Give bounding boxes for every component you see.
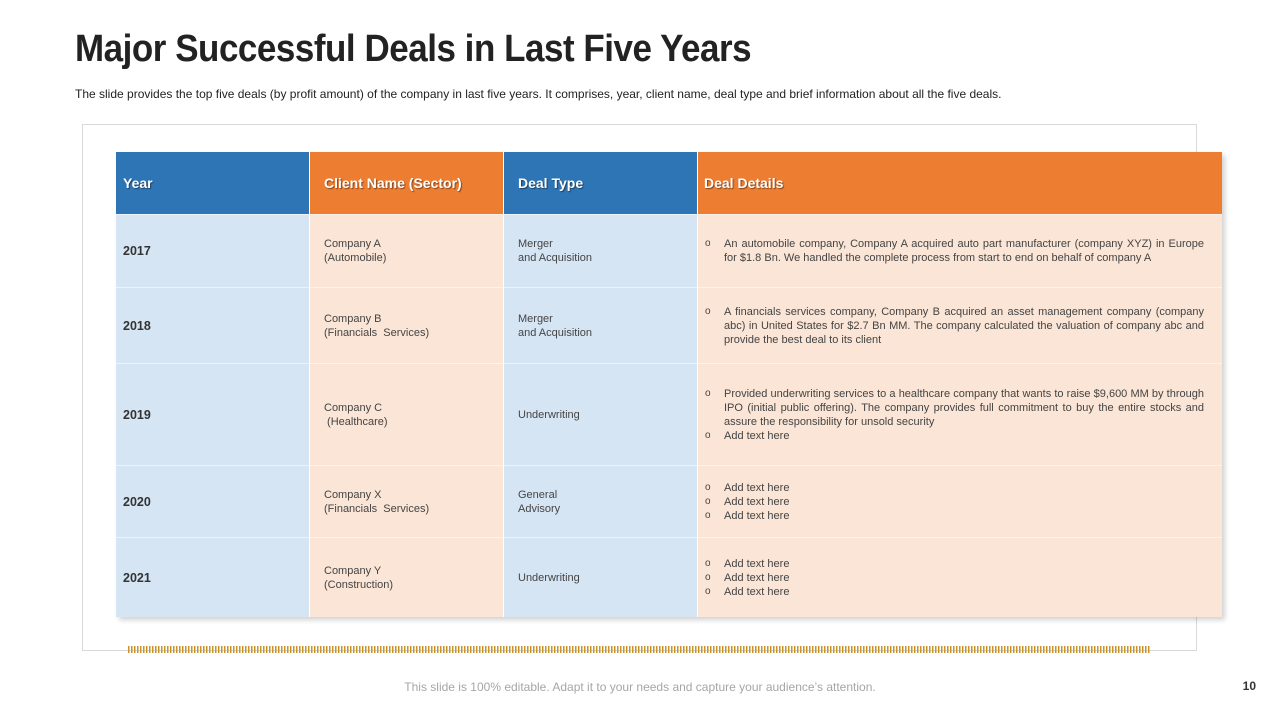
client-cell: Company X (Financials Services) bbox=[310, 465, 503, 537]
detail-item: o Provided underwriting services to a hea… bbox=[705, 387, 1204, 428]
deal-type-cell: Merger and Acquisition bbox=[504, 287, 697, 363]
deal-type-line: Merger bbox=[518, 238, 553, 250]
deal-type-cell: General Advisory bbox=[504, 465, 697, 537]
details-header-label: Deal Details bbox=[704, 175, 784, 191]
bullet-marker: o bbox=[705, 557, 711, 569]
deal-type-line: and Acquisition bbox=[518, 252, 592, 264]
decorative-dotted-bar bbox=[128, 646, 1150, 653]
details-cell: o Add text here o Add text here o Add text … bbox=[698, 465, 1222, 537]
year-cell: 2017 bbox=[116, 214, 309, 287]
deal-type-cell: Underwriting bbox=[504, 363, 697, 465]
client-header: Client Name (Sector) bbox=[310, 152, 503, 214]
detail-item: o Add text here bbox=[705, 495, 790, 508]
detail-item: o Add text here bbox=[705, 557, 790, 570]
client-sector: (Construction) bbox=[324, 578, 394, 591]
client-column: Client Name (Sector) Company A (Automobil… bbox=[310, 152, 503, 617]
deal-type-cell: Underwriting bbox=[504, 537, 697, 617]
deal-type-cell: Merger and Acquisition bbox=[504, 214, 697, 287]
page-number: 10 bbox=[1242, 679, 1256, 693]
bullet-marker: o bbox=[705, 305, 711, 317]
client-header-label: Client Name (Sector) bbox=[324, 175, 462, 191]
year-column: Year 2017 2018 2019 2020 2021 bbox=[116, 152, 309, 617]
bullet-marker: o bbox=[705, 481, 711, 493]
year-header: Year bbox=[116, 152, 309, 214]
client-name: Company B bbox=[324, 312, 382, 325]
client-name: Company A bbox=[324, 238, 381, 250]
client-name: Company X bbox=[324, 488, 382, 501]
details-column: Deal Details o An automobile company, Com… bbox=[698, 152, 1222, 617]
details-cell: o Provided underwriting services to a hea… bbox=[698, 363, 1222, 465]
deal-type-line: and Acquisition bbox=[518, 326, 592, 339]
deal-type-line: Merger bbox=[518, 312, 553, 325]
client-sector: (Automobile) bbox=[324, 252, 387, 264]
detail-item: o Add text here bbox=[705, 429, 790, 442]
client-sector: (Healthcare) bbox=[324, 415, 388, 428]
year-header-label: Year bbox=[123, 175, 153, 191]
client-name: Company C bbox=[324, 401, 383, 414]
year-cell: 2019 bbox=[116, 363, 309, 465]
detail-item: o Add text here bbox=[705, 571, 790, 584]
slide-subtitle: The slide provides the top five deals (b… bbox=[75, 87, 1002, 101]
bullet-marker: o bbox=[705, 585, 711, 597]
detail-item: o An automobile company, Company A acquir… bbox=[705, 238, 1204, 264]
bullet-marker: o bbox=[705, 495, 711, 507]
client-cell: Company C (Healthcare) bbox=[310, 363, 503, 465]
deal-type-line: Underwriting bbox=[518, 408, 580, 421]
bullet-marker: o bbox=[705, 571, 711, 583]
client-cell: Company B (Financials Services) bbox=[310, 287, 503, 363]
deal-type-line: Underwriting bbox=[518, 571, 580, 584]
year-cell: 2021 bbox=[116, 537, 309, 617]
details-cell: o An automobile company, Company A acquir… bbox=[698, 214, 1222, 287]
client-cell: Company Y (Construction) bbox=[310, 537, 503, 617]
client-cell: Company A (Automobile) bbox=[310, 214, 503, 287]
bullet-marker: o bbox=[705, 387, 711, 399]
year-cell: 2018 bbox=[116, 287, 309, 363]
slide-title: Major Successful Deals in Last Five Year… bbox=[75, 28, 752, 70]
details-cell: o Add text here o Add text here o Add text … bbox=[698, 537, 1222, 617]
detail-item: o Add text here bbox=[705, 509, 790, 522]
deal-type-header: Deal Type bbox=[504, 152, 697, 214]
year-cell: 2020 bbox=[116, 465, 309, 537]
bullet-marker: o bbox=[705, 509, 711, 521]
details-header: Deal Details bbox=[698, 152, 1222, 214]
deal-type-header-label: Deal Type bbox=[518, 175, 584, 191]
deals-table: Year 2017 2018 2019 2020 2021 Client Nam… bbox=[116, 152, 1222, 617]
client-sector: (Financials Services) bbox=[324, 326, 430, 339]
footer-note: This slide is 100% editable. Adapt it to… bbox=[404, 680, 876, 694]
detail-item: o Add text here bbox=[705, 585, 790, 598]
bullet-marker: o bbox=[705, 238, 711, 249]
deal-type-column: Deal Type Merger and Acquisition Merger an… bbox=[504, 152, 697, 617]
client-sector: (Financials Services) bbox=[324, 502, 430, 515]
client-name: Company Y bbox=[324, 564, 382, 577]
deal-type-line: General bbox=[518, 488, 558, 501]
deal-type-line: Advisory bbox=[518, 502, 561, 515]
detail-item: o Add text here bbox=[705, 481, 790, 494]
bullet-marker: o bbox=[705, 429, 711, 441]
